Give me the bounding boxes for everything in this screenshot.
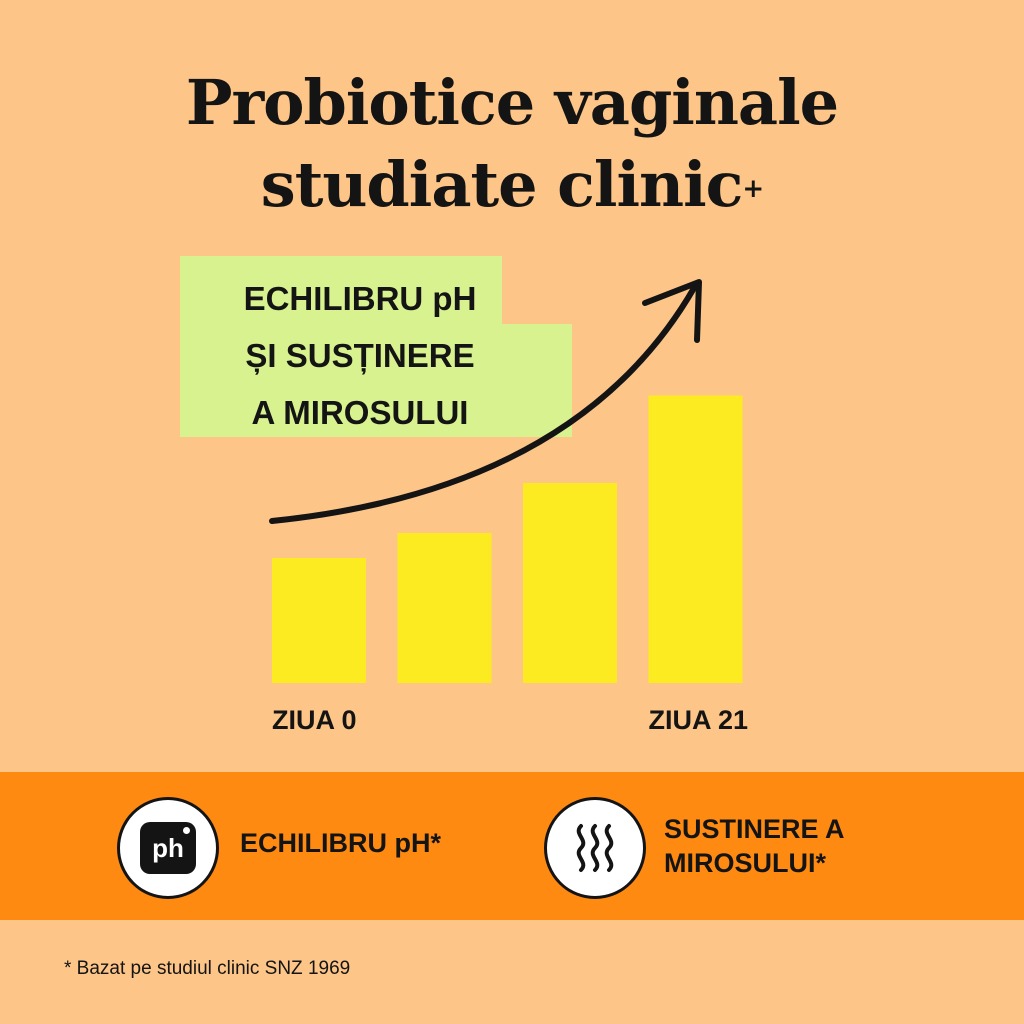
callout-line-1: ECHILIBRU pH xyxy=(243,280,477,317)
bar-chart: ZIUA 0 ZIUA 21 xyxy=(269,279,748,735)
x-axis-labels: ZIUA 0 ZIUA 21 xyxy=(272,705,748,735)
callout-background-top xyxy=(180,256,502,326)
odor-waves-icon xyxy=(576,824,614,872)
callout-line-2: ȘI SUSȚINERE xyxy=(245,337,475,374)
title-line-2: studiate clinic xyxy=(260,148,744,221)
benefit-odor-label: SUSTINERE A MIROSULUI* xyxy=(664,812,845,880)
bar-3 xyxy=(523,483,617,683)
benefit-ph-line-1: ECHILIBRU pH* xyxy=(240,828,441,858)
trend-arrow-head xyxy=(642,279,702,343)
benefit-odor-line-1: SUSTINERE A xyxy=(664,814,845,844)
callout-text: ECHILIBRU pH ȘI SUSȚINERE A MIROSULUI xyxy=(200,270,520,441)
odor-icon-circle xyxy=(544,797,646,899)
trend-arrow-curve xyxy=(269,285,697,524)
benefit-ph-label: ECHILIBRU pH* xyxy=(240,826,441,860)
x-tick-label-4: ZIUA 21 xyxy=(649,705,749,735)
callout-background-bottom xyxy=(180,324,572,437)
bar-4 xyxy=(648,395,743,683)
ph-icon-circle: ph xyxy=(117,797,219,899)
callout-line-3: A MIROSULUI xyxy=(251,394,469,431)
x-tick-label-1: ZIUA 0 xyxy=(272,705,357,735)
benefit-odor-line-2: MIROSULUI* xyxy=(664,848,826,878)
bar-1 xyxy=(272,558,366,683)
footnote: * Bazat pe studiul clinic SNZ 1969 xyxy=(64,958,351,979)
ph-icon: ph xyxy=(140,822,196,874)
page-title: Probiotice vaginale studiate clinic+ xyxy=(0,62,1024,226)
bar-2 xyxy=(397,533,492,683)
title-superscript: + xyxy=(742,174,764,204)
title-line-1: Probiotice vaginale xyxy=(185,66,839,139)
bars-group xyxy=(272,395,743,683)
